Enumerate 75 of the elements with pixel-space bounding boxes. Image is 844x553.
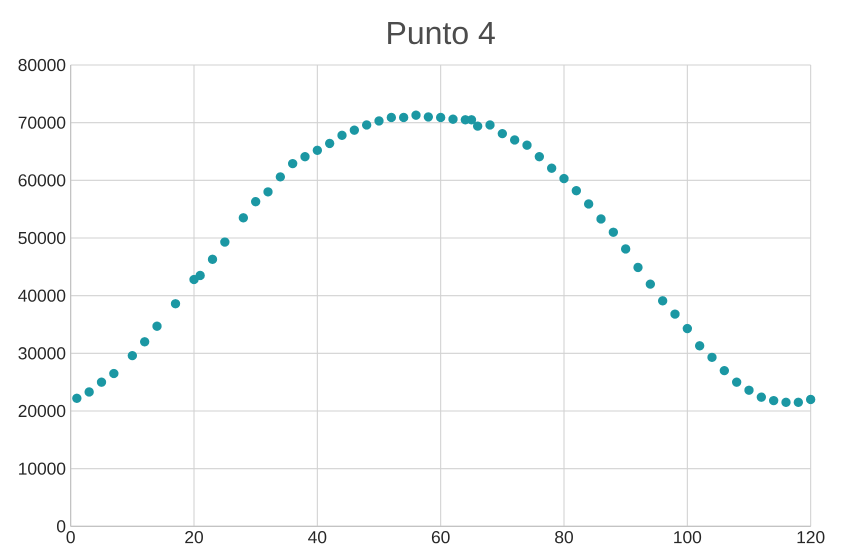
point <box>337 130 347 140</box>
point <box>424 112 434 122</box>
point <box>170 299 180 308</box>
point <box>572 186 581 196</box>
x-tick-label: 80 <box>555 531 573 544</box>
point <box>744 386 754 395</box>
point <box>399 112 408 122</box>
y-tick-label: 60000 <box>18 174 66 186</box>
point <box>300 152 310 162</box>
x-tick-label: 20 <box>185 531 203 544</box>
point <box>732 377 742 387</box>
x-tick-label: 0 <box>66 531 75 544</box>
point <box>646 279 656 289</box>
point <box>466 115 476 124</box>
point <box>781 398 791 408</box>
point <box>633 262 643 272</box>
point <box>682 324 692 334</box>
point <box>546 164 556 173</box>
point <box>263 187 273 197</box>
y-tick-label: 50000 <box>18 232 66 244</box>
point <box>498 128 507 138</box>
point <box>140 337 150 346</box>
x-tick-label: 100 <box>674 531 702 544</box>
x-tick-label: 120 <box>798 531 824 544</box>
point <box>350 125 360 135</box>
point <box>208 254 218 264</box>
point <box>288 158 298 168</box>
y-tick-label: 30000 <box>18 347 66 360</box>
point <box>312 146 322 156</box>
y-tick-label: 80000 <box>18 58 66 72</box>
x-tick-label: 40 <box>308 531 326 544</box>
point <box>473 121 482 131</box>
point <box>84 387 94 397</box>
point <box>152 322 162 331</box>
point <box>694 341 704 350</box>
point <box>720 366 729 376</box>
point <box>238 213 248 222</box>
y-tick-label: 10000 <box>19 462 66 475</box>
point <box>436 112 446 122</box>
point <box>386 112 396 122</box>
point <box>670 309 680 319</box>
point <box>806 394 816 404</box>
point <box>620 244 630 254</box>
y-tick-label: 40000 <box>18 290 66 302</box>
point <box>251 196 260 206</box>
point <box>276 172 286 182</box>
point <box>510 135 520 145</box>
point <box>374 116 384 126</box>
point <box>325 138 334 148</box>
point <box>794 398 803 408</box>
y-tick-label: 20000 <box>18 404 66 418</box>
point <box>411 110 421 120</box>
point <box>109 368 119 378</box>
point <box>707 352 717 362</box>
y-tick-label: 0 <box>56 520 66 532</box>
point <box>559 174 569 184</box>
x-tick-label: 60 <box>432 531 450 544</box>
point <box>584 199 594 209</box>
point <box>196 270 205 280</box>
point <box>220 237 230 247</box>
point <box>96 377 106 387</box>
chart-title: Punto 4 <box>388 22 495 44</box>
point <box>608 228 618 237</box>
point <box>448 114 458 124</box>
point <box>362 120 372 130</box>
point <box>756 392 766 402</box>
y-tick-label: 70000 <box>18 116 66 129</box>
point <box>485 120 495 130</box>
point <box>768 396 778 406</box>
point <box>534 152 544 162</box>
point <box>128 350 138 360</box>
point <box>72 394 82 403</box>
point <box>658 296 668 306</box>
point <box>596 214 606 224</box>
point <box>522 140 532 150</box>
